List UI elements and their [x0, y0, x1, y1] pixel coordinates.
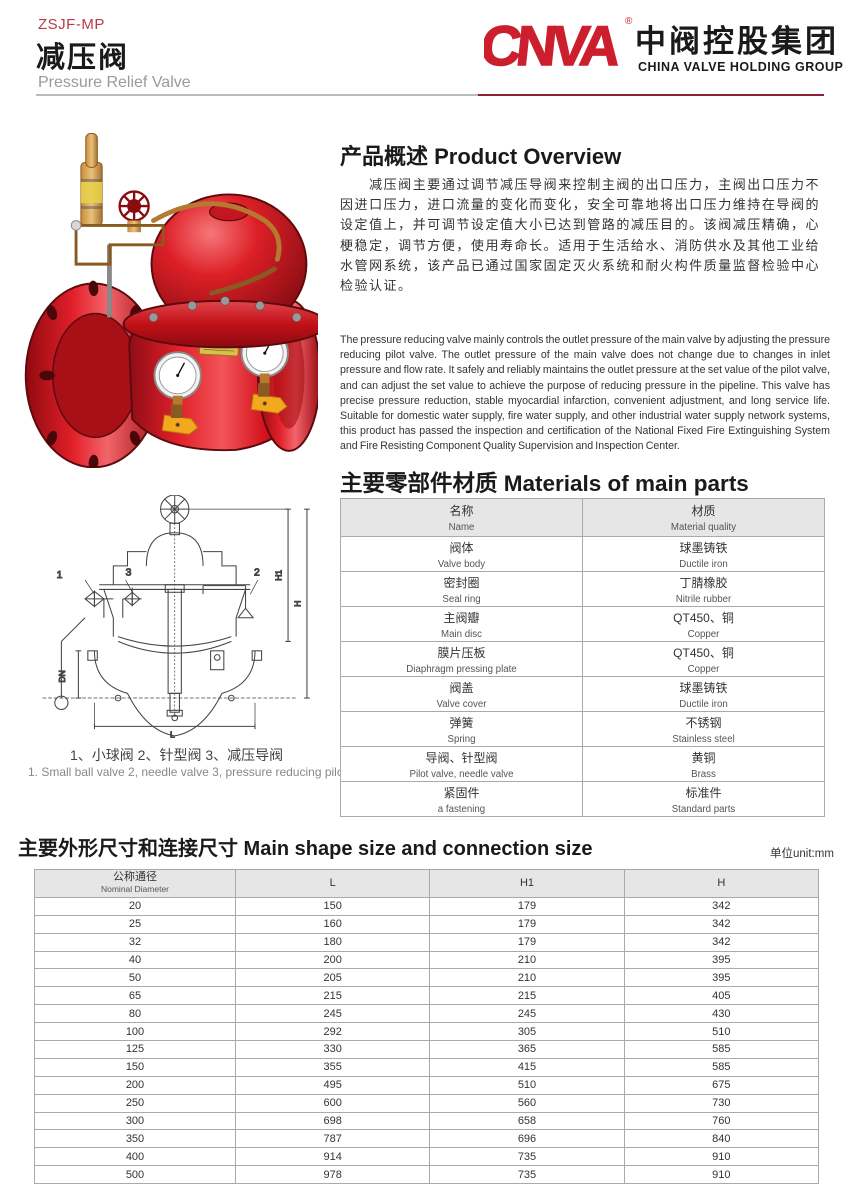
svg-text:3: 3 [126, 567, 132, 578]
svg-text:H1: H1 [273, 570, 283, 581]
svg-text:2: 2 [254, 567, 260, 578]
svg-text:CNVA: CNVA [484, 18, 623, 77]
svg-text:1: 1 [57, 570, 63, 581]
svg-text:DN: DN [57, 670, 67, 682]
svg-text:L: L [170, 730, 175, 740]
svg-text:H: H [292, 601, 302, 607]
